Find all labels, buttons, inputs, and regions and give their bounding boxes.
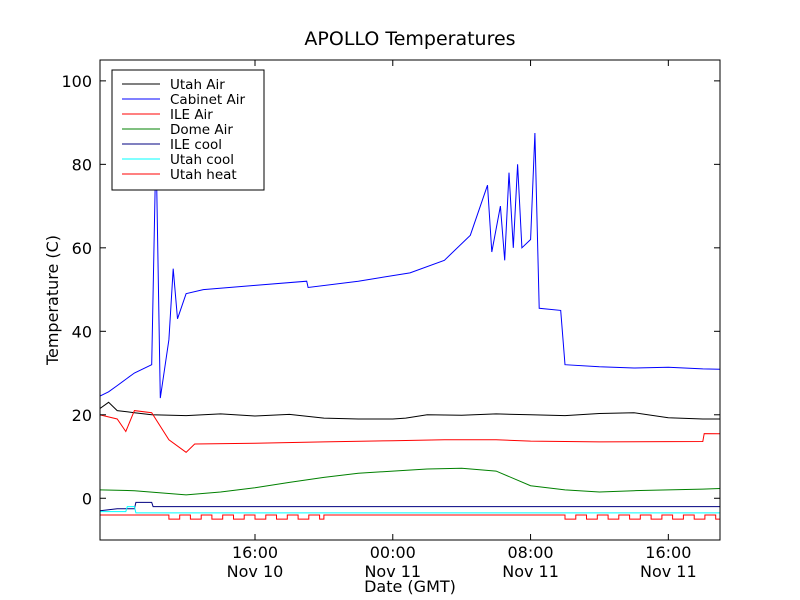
- legend-label: ILE Air: [170, 107, 213, 123]
- x-tick-time-label: 16:00: [232, 543, 278, 562]
- plot-frame: [99, 59, 721, 541]
- chart-title: APOLLO Temperatures: [304, 28, 515, 50]
- x-tick-time-label: 08:00: [508, 543, 554, 562]
- y-tick-label: 40: [72, 322, 92, 341]
- y-tick-label: 0: [82, 489, 92, 508]
- series-line-dome-air: [100, 467, 720, 496]
- x-tick-time-label: 16:00: [645, 543, 691, 562]
- series-line-utah-heat: [100, 514, 720, 520]
- series-line-cabinet-air: [100, 132, 720, 399]
- legend-label: ILE cool: [170, 137, 222, 153]
- y-axis-label: Temperature (C): [43, 235, 62, 366]
- series-line-ile-cool: [100, 501, 720, 512]
- legend-label: Utah heat: [170, 167, 237, 183]
- x-tick-date-label: Nov 10: [227, 562, 284, 581]
- y-tick-label: 20: [72, 406, 92, 425]
- legend-label: Utah Air: [170, 77, 225, 93]
- legend-label: Dome Air: [170, 122, 233, 138]
- legend-box: [111, 69, 265, 191]
- x-tick-time-label: 00:00: [370, 543, 416, 562]
- x-tick-date-label: Nov 11: [364, 562, 421, 581]
- x-tick-date-label: Nov 11: [640, 562, 697, 581]
- series-line-utah-cool: [100, 506, 720, 514]
- legend-label: Cabinet Air: [170, 92, 245, 108]
- x-tick-date-label: Nov 11: [502, 562, 559, 581]
- series-layer: [100, 132, 720, 520]
- y-tick-label: 80: [72, 155, 92, 174]
- y-tick-label: 60: [72, 239, 92, 258]
- series-line-utah-air: [100, 401, 720, 420]
- series-line-ile-air: [100, 410, 720, 453]
- legend-label: Utah cool: [170, 152, 234, 168]
- x-axis-label: Date (GMT): [364, 577, 456, 596]
- y-tick-label: 100: [61, 72, 92, 91]
